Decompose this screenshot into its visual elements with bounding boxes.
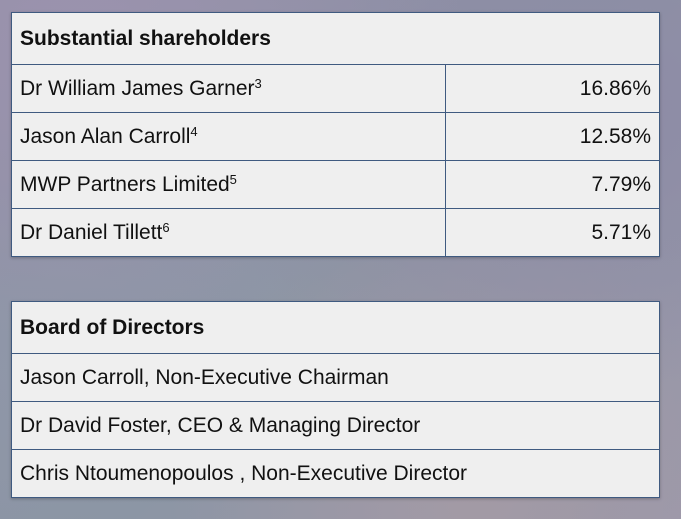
board-of-directors-title: Board of Directors — [11, 301, 660, 354]
shareholder-name: Dr Daniel Tillett6 — [11, 208, 446, 257]
director-entry: Jason Carroll, Non-Executive Chairman — [11, 353, 660, 402]
table-row: Dr David Foster, CEO & Managing Director — [11, 401, 660, 450]
table-header-row: Board of Directors — [11, 301, 660, 354]
director-entry: Chris Ntoumenopoulos , Non-Executive Dir… — [11, 449, 660, 498]
table-row: Jason Alan Carroll4 12.58% — [11, 112, 660, 161]
table-header-row: Substantial shareholders — [11, 12, 660, 65]
shareholder-percent: 12.58% — [445, 112, 660, 161]
footnote-marker: 4 — [190, 123, 198, 139]
table-row: MWP Partners Limited5 7.79% — [11, 160, 660, 209]
substantial-shareholders-title: Substantial shareholders — [11, 12, 660, 65]
shareholder-percent: 5.71% — [445, 208, 660, 257]
shareholder-name-text: Dr Daniel Tillett — [20, 220, 163, 244]
shareholder-name-text: Jason Alan Carroll — [20, 124, 191, 148]
shareholder-name: MWP Partners Limited5 — [11, 160, 446, 209]
substantial-shareholders-table: Substantial shareholders Dr William Jame… — [11, 12, 660, 257]
shareholder-name-text: Dr William James Garner — [20, 76, 255, 100]
shareholder-percent: 16.86% — [445, 64, 660, 113]
footnote-marker: 5 — [229, 171, 237, 187]
table-row: Dr William James Garner3 16.86% — [11, 64, 660, 113]
board-of-directors-table: Board of Directors Jason Carroll, Non-Ex… — [11, 301, 660, 498]
director-entry: Dr David Foster, CEO & Managing Director — [11, 401, 660, 450]
table-row: Dr Daniel Tillett6 5.71% — [11, 208, 660, 257]
table-row: Chris Ntoumenopoulos , Non-Executive Dir… — [11, 449, 660, 498]
shareholder-name: Jason Alan Carroll4 — [11, 112, 446, 161]
table-row: Jason Carroll, Non-Executive Chairman — [11, 353, 660, 402]
shareholder-percent: 7.79% — [445, 160, 660, 209]
footnote-marker: 3 — [254, 75, 262, 91]
footnote-marker: 6 — [162, 219, 170, 235]
shareholder-name-text: MWP Partners Limited — [20, 172, 230, 196]
shareholder-name: Dr William James Garner3 — [11, 64, 446, 113]
